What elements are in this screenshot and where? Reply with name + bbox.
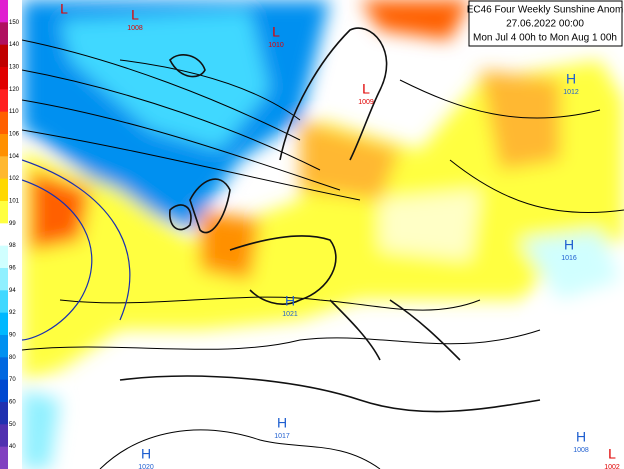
- color-band: [0, 44, 8, 68]
- map-field: [22, 0, 624, 469]
- center-pressure: 1012: [563, 89, 579, 96]
- center-pressure: 1010: [268, 42, 284, 49]
- title-line: EC46 Four Weekly Sunshine Anom: [467, 5, 624, 16]
- color-band: [0, 223, 8, 247]
- center-pressure: 1008: [573, 447, 589, 454]
- color-band: [0, 268, 8, 291]
- colorbar-label: 106: [9, 132, 20, 138]
- center-symbol: L: [362, 81, 370, 97]
- color-band: [0, 22, 8, 46]
- colorbar-label: 101: [9, 199, 20, 205]
- center-pressure: 1020: [138, 464, 154, 469]
- center-pressure: 1008: [127, 25, 143, 32]
- blue-isobars: [22, 159, 131, 341]
- title-frame: [468, 0, 623, 47]
- coastlines: [119, 27, 541, 413]
- colorbar-label: 104: [9, 154, 20, 160]
- colorbar-label: 50: [9, 422, 16, 428]
- title-line: Mon Jul 4 00h to Mon Aug 1 00h: [473, 33, 617, 44]
- color-band: [0, 357, 8, 381]
- center-pressure: 1009: [358, 99, 374, 106]
- color-band: [0, 134, 8, 157]
- color-band: [0, 0, 8, 23]
- color-band: [0, 446, 8, 469]
- center-symbol: L: [608, 446, 616, 462]
- color-band: [0, 402, 8, 425]
- center-pressure: 1016: [561, 255, 577, 262]
- color-band: [0, 111, 8, 135]
- center-pressure: 1021: [282, 311, 298, 318]
- colorbar-label: 120: [9, 87, 20, 93]
- colorbar-label: 94: [9, 288, 16, 294]
- colorbar-label: 40: [9, 444, 16, 450]
- center-symbol: H: [566, 71, 576, 87]
- colorbar-label: 96: [9, 266, 16, 272]
- colorbar-label: 98: [9, 243, 16, 249]
- center-symbol: L: [131, 7, 139, 23]
- color-band: [0, 245, 8, 269]
- center-symbol: H: [564, 237, 574, 253]
- colorbar-label: 80: [9, 355, 16, 361]
- color-band: [0, 178, 8, 202]
- center-symbol: H: [277, 415, 287, 431]
- center-symbol: H: [576, 429, 586, 445]
- colorbar-label: 90: [9, 333, 16, 339]
- colorbar-label: 140: [9, 42, 20, 48]
- colorbar-label: 150: [9, 20, 20, 26]
- center-symbol: L: [60, 1, 68, 17]
- color-band: [0, 201, 8, 224]
- colorbar-label: 60: [9, 400, 16, 406]
- colorbar: 150 140 130 120 110 106 104 102 101 99 98 96 94 92 90 8…: [0, 0, 22, 469]
- colorbar-label: 70: [9, 377, 16, 383]
- colorbar-label: 110: [9, 109, 19, 115]
- color-band: [0, 379, 8, 403]
- colorbar-label: 99: [9, 221, 16, 227]
- color-band: [0, 156, 8, 180]
- color-band: [0, 89, 8, 113]
- center-symbol: L: [272, 24, 280, 40]
- colorbar-label: 92: [9, 310, 16, 316]
- title-box: EC46 Four Weekly Sunshine Anom 27.06.202…: [467, 0, 624, 47]
- pressure-centers: L L 1008 L 1010 L 1009 H 1012 H 1016 H 1021 H 1017 H 102…: [60, 1, 620, 469]
- color-band: [0, 424, 8, 448]
- colorbar-label: 130: [9, 65, 20, 71]
- center-pressure: 1017: [274, 433, 290, 440]
- color-band: [0, 67, 8, 90]
- color-band: [0, 335, 8, 358]
- colorbar-label: 102: [9, 176, 20, 182]
- center-symbol: H: [141, 446, 151, 462]
- color-band: [0, 290, 8, 314]
- center-symbol: H: [285, 293, 295, 309]
- color-band: [0, 312, 8, 336]
- center-pressure: 1002: [604, 464, 620, 469]
- title-line: 27.06.2022 00:00: [506, 19, 584, 30]
